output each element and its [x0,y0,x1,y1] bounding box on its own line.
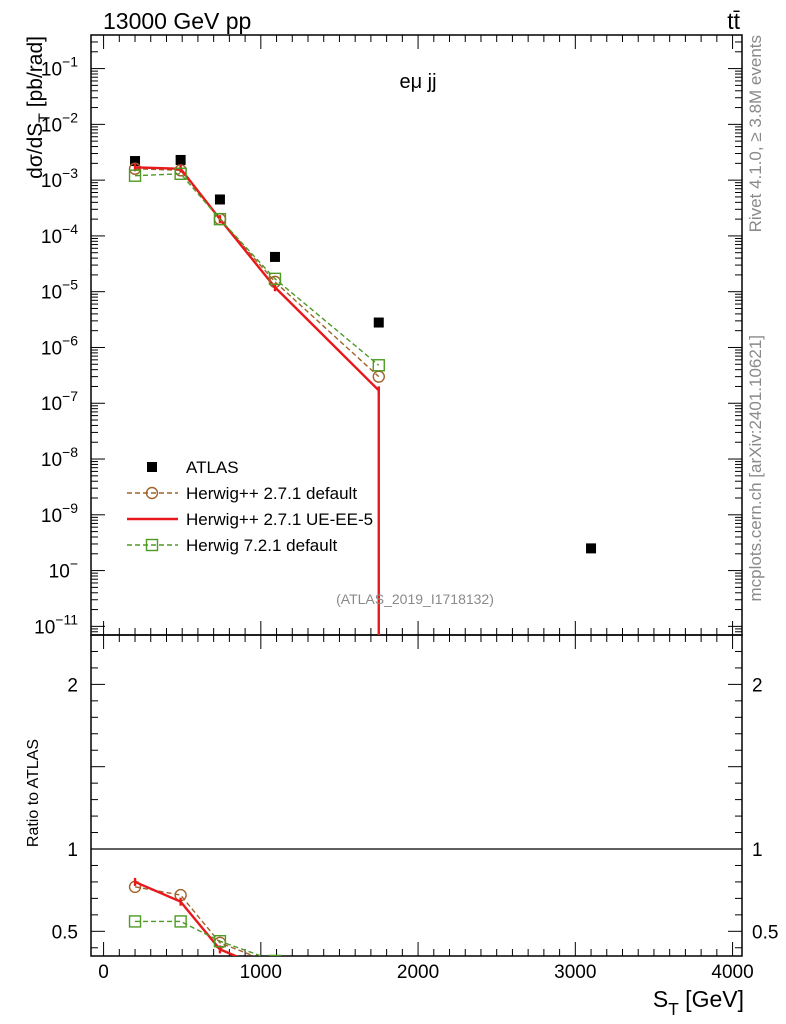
point-atlas [130,156,141,167]
mcplots-label: mcplots.cern.ch [arXiv:2401.10621] [746,335,765,601]
ratio-point-herwig-7-2-1-default [373,978,384,989]
ratio-point-herwig-7-2-1-default [213,934,227,948]
ratio-point-herwig-7-2-1-default [268,954,282,956]
ratio-point-herwig-7-2-1-default [174,915,187,928]
plot-title: eμ jj [399,71,436,93]
axes: 0 1000 2000 3000 400010−1110−10−910−810−710−… [34,34,778,983]
y-axis-title: dσ/dST [pb/rad] [24,36,53,179]
legend-label-atlas: ATLAS [186,458,239,477]
point-herwig-7-2-1-default [372,359,385,372]
point-herwig-7-2-1-default [174,167,187,180]
legend-marker-herwig-7-2-1-default [145,538,159,552]
point-herwig-7-2-1-default [213,212,227,226]
legend-label-herwig-2-7-1-default: Herwig++ 2.7.1 default [186,484,357,503]
ratio-line-herwig-7-2-1-default [135,920,264,956]
y-tick-label: 10−1 [41,54,78,81]
ratio-tick-label: 2 [752,675,763,696]
point-atlas [269,251,280,262]
header-left: 13000 GeV pp [103,8,251,34]
legend-label-herwig-2-7-1-ue-ee-5: Herwig++ 2.7.1 UE-EE-5 [186,510,373,529]
y-tick-label: 10−11 [34,611,78,638]
x-tick-label: 1000 [240,962,282,983]
legend-label-herwig-7-2-1-default: Herwig 7.2.1 default [186,536,337,555]
x-tick-label: 4000 [711,962,753,983]
y-tick-label: 10−7 [41,388,78,415]
ratio-tick-label: 0.5 [752,922,778,943]
point-atlas [214,194,225,205]
ratio-tick-label: 2 [67,675,78,696]
y-tick-label: 10−8 [41,444,78,471]
y-tick-label: 10−6 [41,332,78,359]
point-herwig-7-2-1-default [128,169,142,182]
ratio-tick-label: 0.5 [52,922,78,943]
analysis-tag: (ATLAS_2019_I1718132) [336,591,494,607]
point-atlas [586,543,597,554]
ratio-axis-title: Ratio to ATLAS [25,739,42,847]
series-line-herwig-2-7-1-default [135,168,380,378]
point-herwig-2-7-1-default [128,162,142,175]
y-tick-label: 10−3 [41,165,78,192]
ratio-tick-label: 1 [67,840,78,861]
y-tick-label: 10−4 [41,221,78,248]
y-tick-label: 10−9 [41,500,78,527]
legend-marker-herwig-2-7-1-default [145,486,159,500]
main-series-group [128,154,597,635]
x-tick-label: 3000 [554,962,596,983]
point-herwig-7-2-1-default [268,272,282,286]
ratio-point-herwig-7-2-1-default [128,915,142,928]
x-tick-label: 2000 [397,962,439,983]
y-tick-label: 10−2 [41,109,78,136]
point-atlas [175,154,186,165]
ratio-series-group [128,877,384,994]
header-right: tt̄ [727,8,740,34]
ratio-frame [90,634,743,957]
legend: ATLAS Herwig++ 2.7.1 default Herwig++ 2.7.… [127,458,373,555]
x-tick-label: 0 [98,962,109,983]
legend-marker-atlas [147,462,157,472]
ratio-line-herwig-2-7-1-default [134,886,256,956]
rivet-label: Rivet 4.1.0, ≥ 3.8M events [746,35,765,232]
y-tick-label: 10− [49,556,78,583]
y-tick-label: 10−5 [41,277,78,304]
series-line-herwig-7-2-1-default [134,173,380,366]
series-line-herwig-2-7-1-ue-ee-5 [134,166,380,635]
ratio-tick-label: 1 [752,840,763,861]
x-axis-title: ST [GeV] [653,986,744,1019]
ratio-point-herwig-2-7-1-default [373,983,384,994]
point-atlas [373,317,384,328]
